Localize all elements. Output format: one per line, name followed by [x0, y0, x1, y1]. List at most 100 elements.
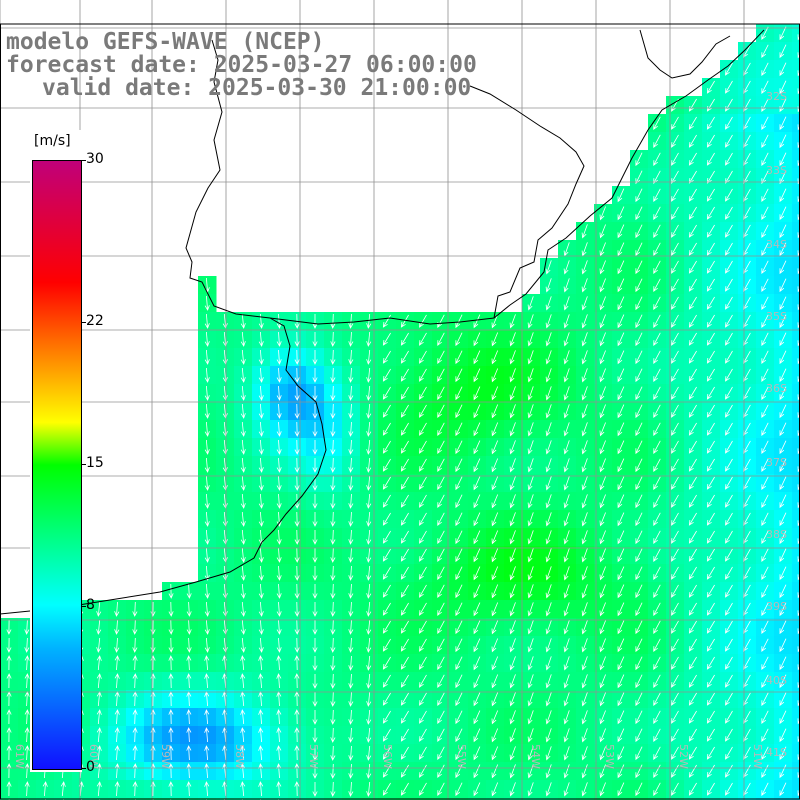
wind-arrow — [204, 529, 210, 545]
wind-arrow — [312, 656, 318, 671]
wind-arrow — [312, 458, 318, 473]
wind-arrow — [455, 494, 463, 509]
wind-arrow — [688, 674, 697, 688]
wind-arrow — [688, 548, 697, 562]
wind-arrow — [473, 386, 481, 401]
wind-arrow — [527, 494, 534, 509]
wind-arrow — [563, 494, 570, 509]
wind-arrow — [599, 620, 606, 635]
wind-arrow — [688, 296, 697, 310]
wind-arrow — [473, 746, 481, 761]
wind-arrow — [400, 368, 409, 382]
wind-arrow — [348, 781, 354, 797]
wind-arrow — [186, 655, 192, 671]
wind-arrow — [419, 476, 427, 490]
wind-arrow — [688, 134, 697, 148]
wind-arrow — [779, 620, 787, 635]
wind-arrow — [204, 547, 210, 563]
wind-speed-cell — [792, 690, 800, 709]
wind-arrow — [455, 602, 463, 617]
wind-arrow — [348, 421, 354, 437]
wind-speed-cell — [792, 276, 800, 295]
wind-arrow — [725, 584, 733, 598]
wind-arrow — [382, 368, 391, 382]
wind-arrow — [706, 314, 715, 328]
wind-arrow — [617, 476, 625, 491]
wind-arrow — [599, 638, 606, 653]
wind-arrow — [276, 763, 282, 779]
wind-arrow — [545, 332, 552, 347]
wind-arrow — [276, 349, 282, 365]
wind-arrow — [706, 350, 715, 364]
wind-arrow — [330, 493, 336, 509]
wind-arrow — [419, 440, 427, 454]
wind-arrow — [635, 656, 643, 671]
wind-speed-cell — [792, 132, 800, 151]
wind-arrow — [96, 655, 102, 671]
wind-arrow — [150, 781, 156, 797]
colorbar-tick-label: 0 — [86, 759, 95, 775]
wind-arrow — [366, 367, 372, 383]
wind-arrow — [240, 547, 246, 563]
wind-arrow — [635, 638, 643, 653]
wind-arrow — [455, 440, 463, 455]
wind-arrow — [204, 727, 210, 743]
wind-arrow — [186, 673, 192, 689]
wind-arrow — [437, 710, 445, 725]
wind-arrow — [563, 350, 570, 365]
wind-arrow — [725, 206, 733, 220]
wind-arrow — [563, 656, 570, 671]
wind-arrow — [240, 457, 246, 473]
wind-arrow — [779, 314, 787, 329]
wind-arrow — [725, 404, 733, 418]
wind-arrow — [635, 224, 643, 239]
wind-arrow — [706, 80, 715, 94]
wind-arrow — [437, 404, 445, 419]
wind-arrow — [473, 476, 481, 491]
longitude-label: 59W — [159, 744, 172, 769]
wind-arrow — [348, 565, 354, 581]
wind-arrow — [60, 781, 66, 797]
wind-arrow — [527, 386, 534, 401]
wind-arrow — [706, 134, 715, 148]
wind-arrow — [599, 494, 606, 509]
wind-arrow — [599, 566, 606, 581]
wind-arrow — [653, 260, 661, 275]
wind-arrow — [400, 512, 409, 526]
wind-arrow — [725, 386, 733, 400]
wind-arrow — [671, 116, 679, 130]
wind-arrow — [761, 692, 769, 707]
wind-arrow — [581, 530, 588, 545]
wind-arrow — [725, 728, 733, 742]
wind-arrow — [455, 584, 463, 599]
wind-arrow — [132, 727, 138, 743]
wind-arrow — [527, 530, 534, 545]
wind-arrow — [491, 602, 499, 617]
wind-arrow — [132, 637, 138, 653]
wind-arrow — [671, 782, 679, 796]
wind-arrow — [635, 368, 643, 383]
wind-arrow — [204, 583, 210, 599]
wind-arrow — [168, 781, 174, 797]
wind-arrow — [473, 422, 481, 437]
wind-arrow — [509, 386, 516, 401]
wind-arrow — [240, 583, 246, 599]
wind-arrow — [599, 296, 606, 311]
wind-arrow — [382, 494, 391, 508]
wind-arrow — [400, 476, 409, 490]
wind-arrow — [114, 619, 120, 635]
wind-arrow — [204, 475, 210, 491]
wind-arrow — [563, 260, 570, 275]
wind-arrow — [779, 710, 787, 725]
wind-arrow — [24, 763, 30, 779]
wind-arrow — [635, 458, 643, 473]
wind-arrow — [366, 709, 372, 725]
wind-arrow — [761, 278, 769, 293]
wind-arrow — [671, 422, 679, 436]
wind-arrow — [725, 620, 733, 634]
wind-arrow — [635, 386, 643, 401]
wind-arrow — [419, 674, 427, 688]
wind-arrow — [258, 619, 264, 635]
wind-arrow — [671, 260, 679, 274]
wind-arrow — [779, 764, 787, 779]
